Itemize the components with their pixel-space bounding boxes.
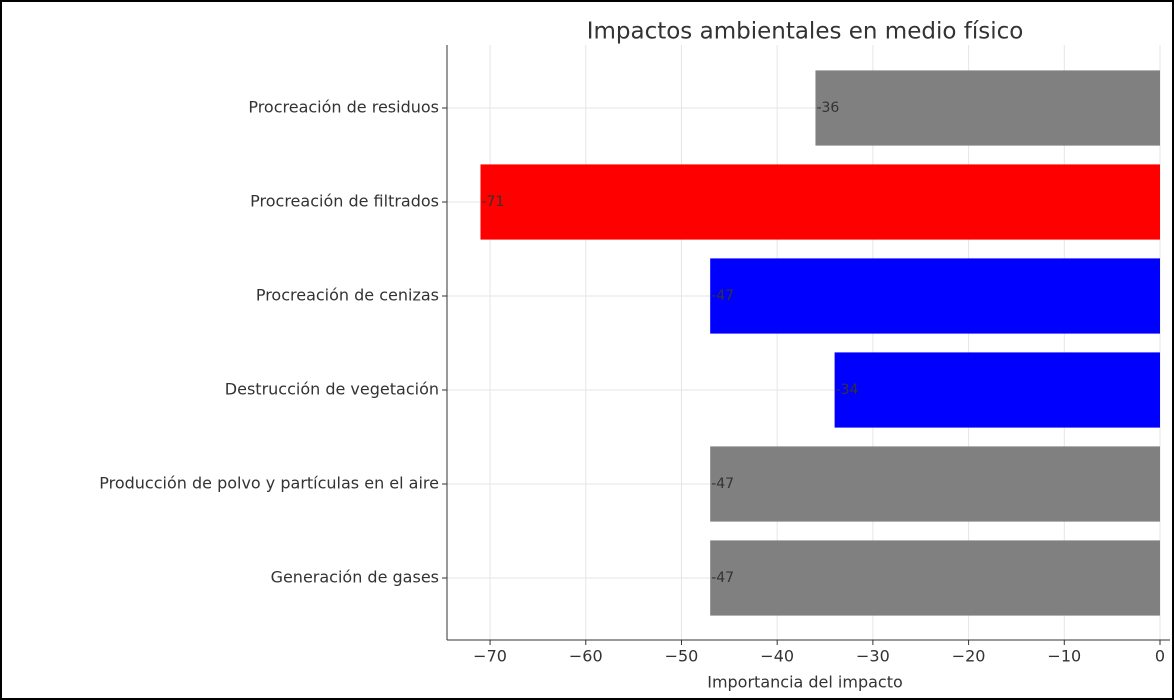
value-label: -34	[836, 382, 859, 398]
y-tick-label: Procreación de cenizas	[256, 286, 439, 305]
x-tick-label: −10	[1047, 647, 1081, 666]
y-tick-label: Destrucción de vegetación	[225, 380, 439, 399]
x-tick-label: −50	[665, 647, 699, 666]
bar	[480, 164, 1160, 240]
y-tick-label: Procreación de residuos	[248, 98, 439, 117]
y-tick-label: Producción de polvo y partículas en el a…	[99, 474, 439, 493]
x-tick-label: −30	[856, 647, 890, 666]
y-tick-label: Generación de gases	[271, 568, 439, 587]
value-label: -47	[711, 476, 734, 492]
bar	[710, 446, 1160, 522]
y-tick-label: Procreación de filtrados	[250, 192, 439, 211]
value-label: -47	[711, 570, 734, 586]
bar	[710, 258, 1160, 334]
x-tick-label: 0	[1155, 647, 1165, 666]
x-axis-label: Importancia del impacto	[707, 673, 903, 692]
value-label: -36	[816, 100, 839, 116]
bar	[834, 352, 1160, 428]
x-tick-label: −70	[473, 647, 507, 666]
x-tick-label: −20	[952, 647, 986, 666]
x-tick-label: −40	[760, 647, 794, 666]
x-tick-label: −60	[569, 647, 603, 666]
bar	[710, 540, 1160, 616]
bar	[815, 70, 1160, 146]
value-label: -71	[481, 194, 504, 210]
chart-title: Impactos ambientales en medio físico	[587, 19, 1024, 45]
value-label: -47	[711, 288, 734, 304]
